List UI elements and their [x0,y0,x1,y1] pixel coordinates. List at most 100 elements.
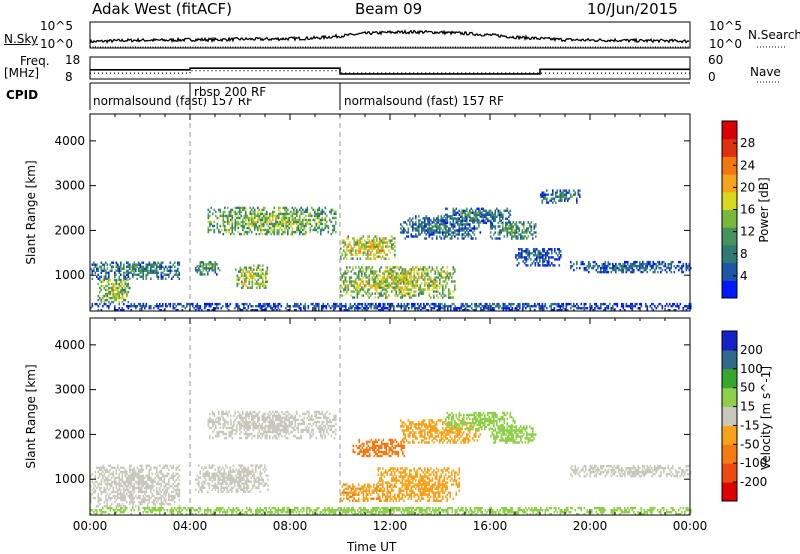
velocity-colorbar-tick-label: 100 [740,362,763,376]
power-panel-echoes-region [540,189,581,204]
velocity-colorbar-cell [722,368,737,389]
velocity-panel-echoes [90,410,692,516]
power-colorbar-cell [722,262,737,281]
power-colorbar-cell [722,174,737,193]
power-panel-echoes-region [340,266,456,299]
x-tick-label: 08:00 [273,519,308,533]
power-panel-echoes-region [90,302,692,312]
noise-panel-frame [89,21,691,49]
velocity-colorbar-cell [722,406,737,426]
power-colorbar-tick-label: 8 [740,247,748,261]
power-colorbar-tick-label: 16 [740,203,755,217]
velocity-colorbar-frame [721,330,738,502]
freq-panel-frame [89,56,691,80]
noise-right-label: N.Search [748,28,800,42]
x-tick-label: 20:00 [573,519,608,533]
velocity-panel-echoes-region [352,438,406,458]
velocity-colorbar-tick-label: -200 [740,475,767,489]
cpid-segment-1-label: normalsound (fast) 157 RF [93,94,253,108]
velocity-colorbar-tick-label: 50 [740,381,755,395]
velocity-colorbar-cell [722,349,737,370]
velocity-colorbar-cell [722,463,737,483]
nave-tick-bottom: 0 [708,70,716,84]
velocity-colorbar-tick-label: 15 [740,400,755,414]
velocity-panel-echoes-region [195,464,269,493]
power-panel-ytick-label: 2000 [54,223,85,237]
x-tick-label: 04:00 [173,519,208,533]
velocity-panel-echoes-region [207,410,337,440]
power-colorbar-cell [722,227,737,246]
velocity-colorbar-tick-label: 200 [740,343,763,357]
x-tick-label: 00:00 [673,519,708,533]
power-panel-background [90,114,690,311]
velocity-colorbar-cell [722,444,737,464]
power-colorbar-tick-label: 4 [740,269,748,283]
velocity-panel-echoes-region [377,467,461,502]
nave-label: Nave [750,65,781,79]
velocity-colorbar-tick-label: -50 [740,437,760,451]
x-tick-label: 16:00 [473,519,508,533]
cpid-segment-3-label: normalsound (fast) 157 RF [344,94,504,108]
power-panel-ytick-label: 3000 [54,179,85,193]
power-panel-echoes-region [195,261,221,276]
velocity-panel-echoes-region [570,464,692,478]
velocity-colorbar-cell [722,331,737,351]
freq-tick-bottom: 8 [65,70,73,84]
power-panel-echoes-region [97,278,131,304]
station-title: Adak West (fitACF) [92,0,232,18]
power-colorbar-tick-label: 28 [740,136,755,150]
power-panel-echoes-region [400,215,482,240]
power-panel-echoes-region [445,207,512,225]
cpid-label: CPID [6,88,39,102]
power-panel-ytick-label: 1000 [54,268,85,282]
power-colorbar-cell [722,280,737,299]
noise-left-tick-bottom: 10^0 [40,37,73,51]
velocity-panel-echoes-region [490,425,537,444]
power-colorbar-cell [722,209,737,228]
noise-right-tick-bottom: 10^0 [709,37,742,51]
power-colorbar-cell [722,121,737,140]
power-panel-echoes [90,189,692,312]
power-panel-echoes-region [515,248,562,267]
noise-right-tick-top: 10^5 [709,19,742,33]
cpid-segment-2-label: rbsp 200 RF [194,85,269,99]
noise-left-label: N.Sky [4,32,39,46]
power-colorbar-cell [722,244,737,264]
velocity-panel-echoes-region [400,419,482,444]
nave-series [90,70,690,74]
power-colorbar-tick-label: 24 [740,158,755,172]
power-panel-echoes-region [207,206,337,236]
power-panel-echoes-region [490,221,537,240]
x-tick-label: 00:00 [73,519,108,533]
noise-left-tick-top: 10^5 [40,19,73,33]
velocity-panel-echoes-region [445,411,516,431]
power-colorbar-cell [722,138,737,157]
power-panel-ytick-label: 4000 [54,134,85,148]
velocity-panel-echoes-region [340,483,392,502]
velocity-panel-echoes-region [90,464,181,508]
velocity-panel-ytick-label: 4000 [54,338,85,352]
power-colorbar-tick-label: 12 [740,225,755,239]
freq-label-line1: Freq. [20,54,50,68]
velocity-panel-ytick-label: 1000 [54,472,85,486]
freq-tick-top: 18 [65,53,81,67]
power-colorbar-tick-label: 20 [740,180,755,194]
x-tick-label: 12:00 [373,519,408,533]
power-panel-ylabel: Slant Range [km] [24,160,38,264]
power-panel-echoes-region [235,264,269,289]
velocity-colorbar-label: Velocity [m s^-1] [759,366,773,470]
velocity-panel-ytick-label: 2000 [54,427,85,441]
velocity-colorbar-cell [722,387,737,408]
nave-tick-top: 60 [708,53,724,67]
date-title: 10/Jun/2015 [587,0,678,18]
power-panel-echoes-region [90,261,181,280]
power-colorbar-cell [722,156,737,175]
velocity-panel-echoes-region [90,506,692,516]
power-colorbar-label: Power [dB] [757,177,771,242]
x-axis-title: Time UT [347,540,397,554]
power-panel-echoes-region [570,260,692,274]
velocity-panel-ytick-label: 3000 [54,383,85,397]
power-panel-echoes-region [340,235,396,260]
beam-title: Beam 09 [355,0,423,18]
